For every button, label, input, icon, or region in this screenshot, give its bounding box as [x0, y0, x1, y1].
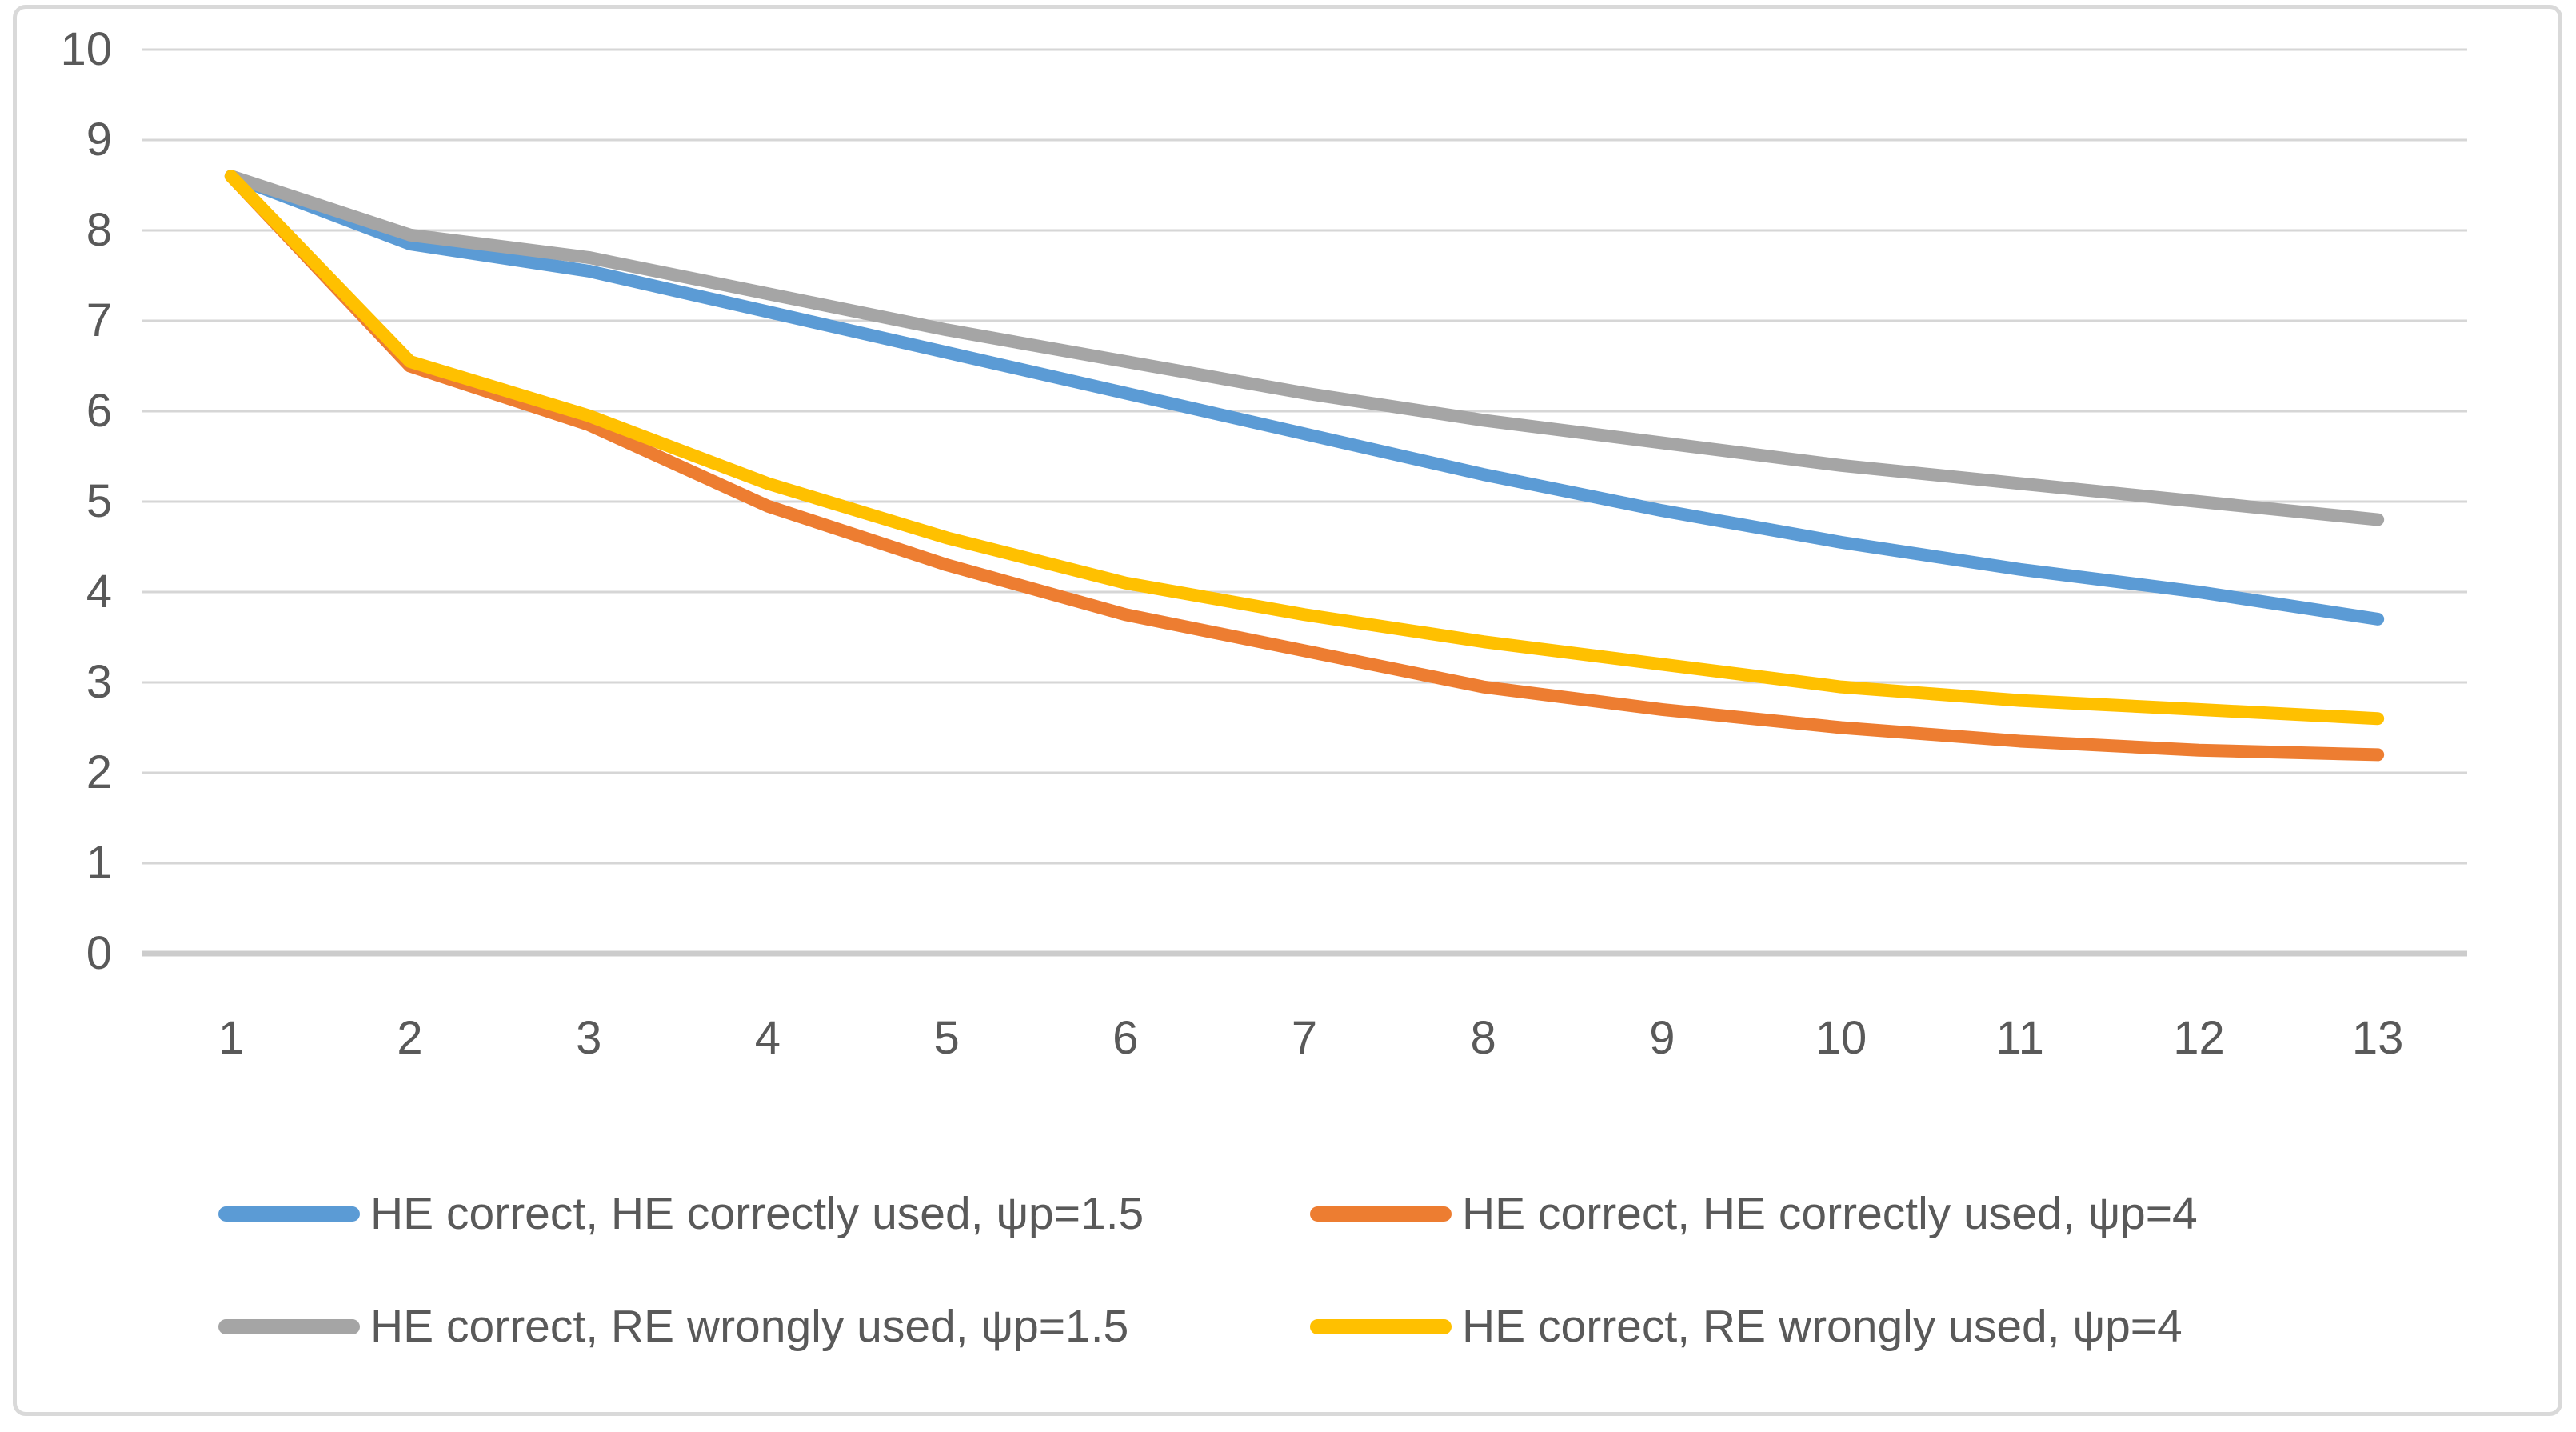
legend-label: HE correct, RE wrongly used, ψp=1.5 — [370, 1301, 1129, 1352]
x-tick-label-10: 10 — [1815, 1012, 1867, 1064]
legend-label: HE correct, RE wrongly used, ψp=4 — [1462, 1301, 2183, 1352]
x-tick-label-12: 12 — [2173, 1012, 2225, 1064]
x-tick-label-13: 13 — [2351, 1012, 2404, 1064]
y-tick-label-4: 4 — [86, 566, 112, 618]
series-line-3 — [224, 170, 2385, 726]
x-tick-label-6: 6 — [1112, 1012, 1139, 1064]
y-tick-label-5: 5 — [86, 475, 112, 527]
legend-item-re-wrongly-used-psi-4: HE correct, RE wrongly used, ψp=4 — [1310, 1303, 2183, 1350]
x-tick-label-9: 9 — [1649, 1012, 1675, 1064]
y-tick-label-3: 3 — [86, 656, 112, 708]
x-tick-label-5: 5 — [933, 1012, 960, 1064]
x-tick-label-1: 1 — [218, 1012, 244, 1064]
y-tick-label-10: 10 — [60, 23, 112, 75]
x-tick-label-7: 7 — [1291, 1012, 1318, 1064]
y-tick-label-9: 9 — [86, 114, 112, 166]
x-tick-label-4: 4 — [754, 1012, 781, 1064]
x-tick-label-8: 8 — [1470, 1012, 1496, 1064]
legend-item-he-correctly-used-psi-4: HE correct, HE correctly used, ψp=4 — [1310, 1190, 2198, 1237]
y-tick-label-6: 6 — [86, 385, 112, 437]
x-tick-label-3: 3 — [576, 1012, 602, 1064]
legend-swatch-blue-icon — [218, 1206, 360, 1222]
legend-swatch-yellow-icon — [1310, 1318, 1452, 1334]
legend-label: HE correct, HE correctly used, ψp=1.5 — [370, 1188, 1144, 1239]
y-tick-label-1: 1 — [86, 837, 112, 889]
legend-swatch-gray-icon — [218, 1318, 360, 1334]
legend-label: HE correct, HE correctly used, ψp=4 — [1462, 1188, 2198, 1239]
y-tick-label-2: 2 — [86, 746, 112, 798]
y-tick-label-8: 8 — [86, 204, 112, 256]
series-line-2 — [224, 170, 2385, 526]
y-tick-label-0: 0 — [86, 927, 112, 979]
x-tick-label-2: 2 — [397, 1012, 423, 1064]
legend-item-re-wrongly-used-psi-1-5: HE correct, RE wrongly used, ψp=1.5 — [218, 1303, 1128, 1350]
x-tick-label-11: 11 — [1995, 1012, 2044, 1064]
legend-item-he-correctly-used-psi-1-5: HE correct, HE correctly used, ψp=1.5 — [218, 1190, 1144, 1237]
series-line-1 — [224, 170, 2385, 762]
legend-swatch-orange-icon — [1310, 1206, 1452, 1222]
series-line-0 — [224, 170, 2385, 626]
y-tick-label-7: 7 — [86, 294, 112, 346]
